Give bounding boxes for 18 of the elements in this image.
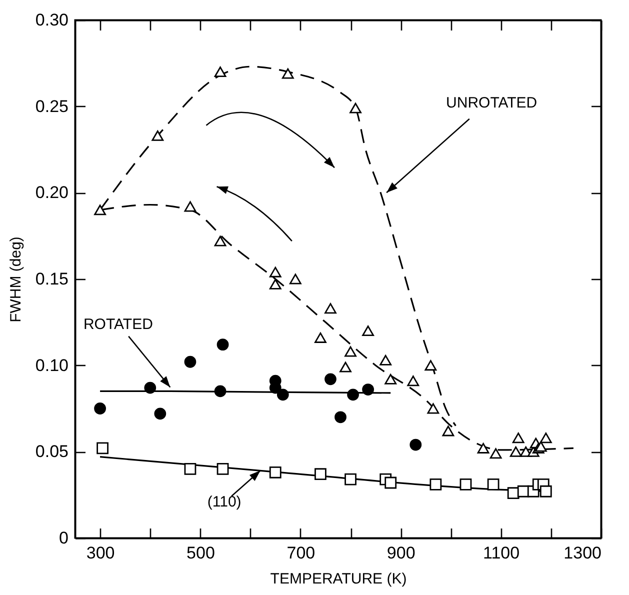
x-tick-label: 1300 — [564, 544, 602, 562]
y-tick-label: 0 — [59, 528, 68, 548]
annotation: UNROTATED — [446, 94, 538, 112]
x-axis-title: TEMPERATURE (K) — [270, 570, 407, 588]
x-tick-label: 500 — [186, 544, 215, 562]
y-tick-label: 0.20 — [35, 183, 68, 202]
y-tick-label: 0.25 — [35, 96, 68, 116]
x-tick-label: 900 — [386, 544, 416, 562]
y-tick-label: 0.15 — [35, 270, 68, 288]
annotation: (110) — [207, 494, 242, 511]
y-axis-title: FWHM (deg) — [7, 236, 24, 322]
y-tick-label: 0.30 — [35, 10, 68, 30]
annotation: ROTATED — [83, 316, 154, 334]
y-tick-label: 0.05 — [35, 442, 68, 462]
x-tick-label: 1100 — [483, 544, 520, 562]
y-tick-label: 0.10 — [35, 356, 68, 375]
x-tick-label: 300 — [86, 544, 115, 562]
x-tick-label: 700 — [286, 544, 316, 562]
